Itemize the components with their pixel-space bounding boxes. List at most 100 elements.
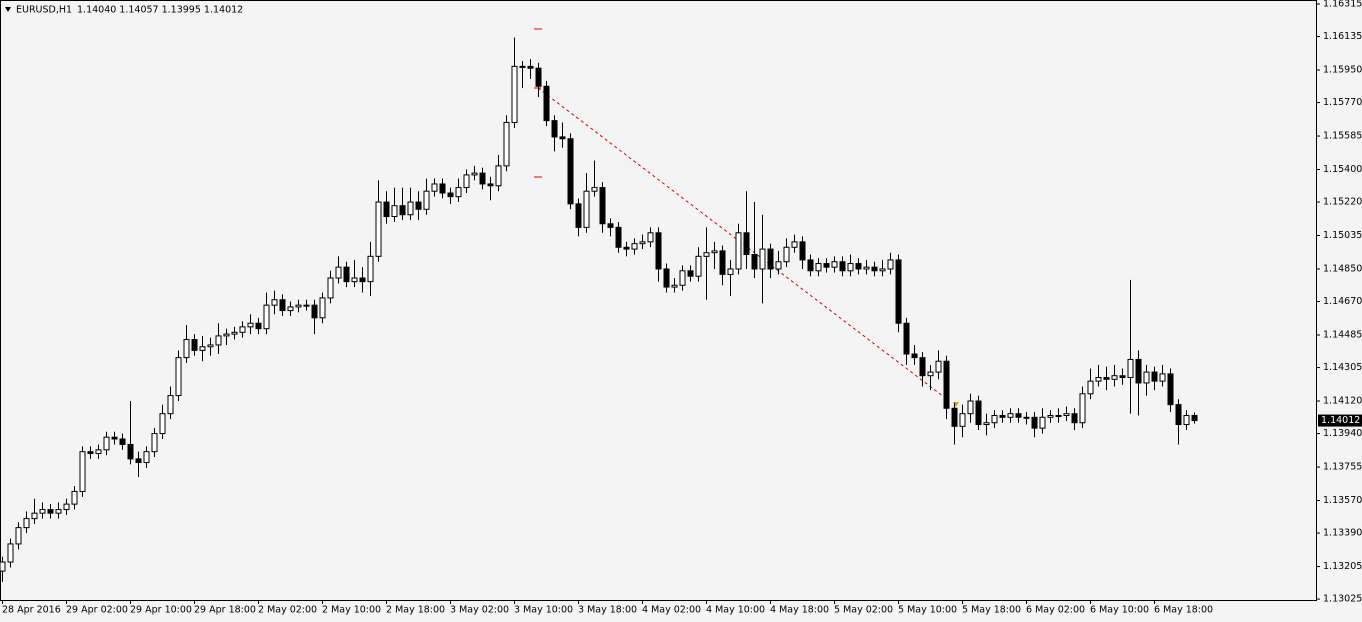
candle-body bbox=[87, 451, 94, 454]
candle-body bbox=[207, 344, 214, 348]
candle-body bbox=[1095, 377, 1102, 382]
candle-body bbox=[887, 259, 894, 270]
candle-body bbox=[775, 261, 782, 270]
candle-body bbox=[735, 232, 742, 270]
x-tick-label: 4 May 18:00 bbox=[770, 605, 829, 616]
candle-body bbox=[1079, 393, 1086, 424]
candle-body bbox=[543, 85, 550, 122]
candle-body bbox=[127, 443, 134, 460]
y-tick-label: 1.14120 bbox=[1323, 396, 1362, 407]
candle-body bbox=[967, 400, 974, 415]
candle-body bbox=[719, 250, 726, 275]
candle-body bbox=[415, 201, 422, 210]
candle-body bbox=[599, 187, 606, 225]
x-tick-label: 29 Apr 02:00 bbox=[66, 605, 128, 616]
candle-body bbox=[903, 322, 910, 355]
candle-body bbox=[231, 331, 238, 335]
candle-body bbox=[807, 259, 814, 272]
candle-body bbox=[663, 268, 670, 288]
candle-body bbox=[375, 201, 382, 257]
candle-body bbox=[711, 250, 718, 254]
candle-body bbox=[431, 183, 438, 192]
candle-body bbox=[695, 255, 702, 277]
x-tick-label: 29 Apr 10:00 bbox=[130, 605, 192, 616]
candle-body bbox=[1023, 416, 1030, 419]
y-tick-label: 1.13390 bbox=[1323, 528, 1362, 539]
candle-body bbox=[591, 187, 598, 192]
candle-body bbox=[1135, 358, 1142, 384]
candle-body bbox=[863, 266, 870, 270]
candle-body bbox=[743, 232, 750, 256]
y-tick-label: 1.14670 bbox=[1323, 296, 1362, 307]
candle-body bbox=[367, 255, 374, 283]
y-tick-label: 1.15585 bbox=[1323, 131, 1362, 142]
candle-body bbox=[1151, 371, 1158, 382]
candle-body bbox=[1111, 375, 1118, 380]
candle-body bbox=[111, 436, 118, 440]
candle-body bbox=[407, 201, 414, 216]
candle-body bbox=[247, 322, 254, 328]
x-tick-label: 5 May 02:00 bbox=[834, 605, 893, 616]
y-tick-label: 1.16135 bbox=[1323, 31, 1362, 42]
y-tick-label: 1.13755 bbox=[1323, 462, 1362, 473]
candle-body bbox=[383, 201, 390, 218]
candle-body bbox=[791, 241, 798, 248]
candle-body bbox=[335, 266, 342, 279]
x-tick-label: 3 May 18:00 bbox=[578, 605, 637, 616]
candle-body bbox=[199, 346, 206, 351]
candle-body bbox=[95, 449, 102, 454]
candle-body bbox=[303, 304, 310, 307]
candle-body bbox=[527, 65, 534, 69]
y-tick-label: 1.13025 bbox=[1323, 594, 1362, 605]
candle-body bbox=[351, 277, 358, 283]
candle-body bbox=[1015, 413, 1022, 418]
candle-body bbox=[655, 232, 662, 270]
candle-body bbox=[935, 360, 942, 373]
candle-body bbox=[423, 190, 430, 210]
menu-arrow[interactable] bbox=[5, 7, 11, 12]
candle-body bbox=[615, 226, 622, 248]
candle-body bbox=[583, 190, 590, 228]
candle-body bbox=[943, 360, 950, 409]
x-tick-label: 2 May 02:00 bbox=[258, 605, 317, 616]
chart-title: EURUSD,H1 bbox=[16, 5, 72, 16]
candle-body bbox=[391, 205, 398, 218]
candle-body bbox=[167, 395, 174, 415]
candle-body bbox=[119, 438, 126, 445]
candle-body bbox=[607, 223, 614, 228]
candle-body bbox=[151, 433, 158, 453]
candle-body bbox=[1183, 414, 1190, 426]
candle-body bbox=[71, 490, 78, 505]
candle-body bbox=[799, 241, 806, 261]
x-tick-label: 2 May 18:00 bbox=[386, 605, 445, 616]
candle-body bbox=[871, 266, 878, 272]
candle-body bbox=[327, 277, 334, 299]
candle-body bbox=[879, 268, 886, 272]
candle-body bbox=[239, 326, 246, 333]
candle-body bbox=[687, 270, 694, 277]
candle-body bbox=[215, 335, 222, 346]
candle-body bbox=[159, 413, 166, 435]
candle-body bbox=[463, 174, 470, 189]
candle-body bbox=[991, 414, 998, 424]
candle-body bbox=[439, 183, 446, 194]
plot-frame bbox=[0, 0, 1317, 601]
candle-body bbox=[703, 252, 710, 257]
candle-body bbox=[495, 165, 502, 187]
candle-body bbox=[855, 263, 862, 270]
candle-body bbox=[1119, 375, 1126, 379]
candle-body bbox=[575, 203, 582, 228]
candle-body bbox=[175, 357, 182, 397]
trend-line[interactable] bbox=[537, 87, 949, 401]
candle-body bbox=[895, 259, 902, 324]
y-tick-label: 1.13940 bbox=[1323, 428, 1362, 439]
candle-body bbox=[503, 121, 510, 167]
candle-body bbox=[1071, 413, 1078, 424]
candle-body bbox=[223, 333, 230, 337]
candle-body bbox=[487, 183, 494, 187]
candle-body bbox=[927, 371, 934, 377]
candle-body bbox=[191, 339, 198, 351]
x-tick-label: 6 May 10:00 bbox=[1090, 605, 1149, 616]
candle-body bbox=[359, 277, 366, 283]
candle-body bbox=[975, 400, 982, 426]
